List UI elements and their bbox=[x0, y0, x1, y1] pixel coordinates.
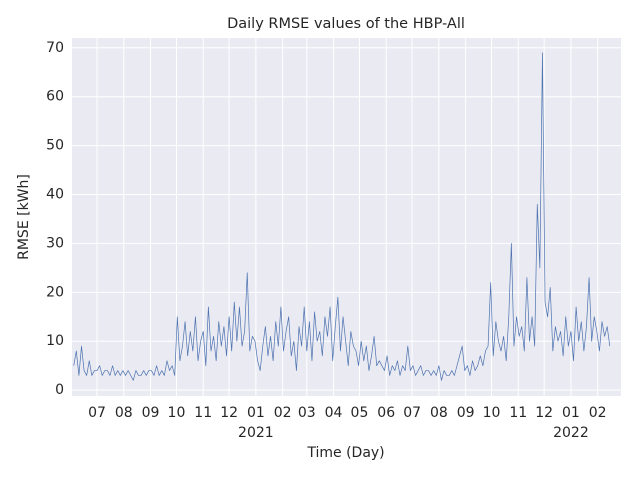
x-year-label: 2021 bbox=[238, 425, 274, 441]
x-tick-label: 08 bbox=[430, 405, 448, 421]
y-axis-label: RMSE [kWh] bbox=[16, 174, 32, 260]
x-tick-label: 12 bbox=[535, 405, 553, 421]
x-tick-label: 01 bbox=[247, 405, 265, 421]
x-tick-label: 11 bbox=[509, 405, 527, 421]
x-tick-label: 01 bbox=[562, 405, 580, 421]
y-tick-label: 20 bbox=[46, 284, 64, 300]
x-tick-label: 12 bbox=[220, 405, 238, 421]
y-tick-label: 10 bbox=[46, 333, 64, 349]
x-tick-label: 10 bbox=[483, 405, 501, 421]
y-tick-label: 40 bbox=[46, 187, 64, 203]
x-year-label: 2022 bbox=[553, 425, 589, 441]
x-tick-label: 11 bbox=[194, 405, 212, 421]
x-tick-label: 03 bbox=[298, 405, 316, 421]
plot-background bbox=[72, 38, 621, 396]
x-tick-label: 05 bbox=[351, 405, 369, 421]
x-tick-label: 07 bbox=[403, 405, 421, 421]
x-tick-label: 02 bbox=[274, 405, 292, 421]
x-tick-label: 08 bbox=[115, 405, 133, 421]
x-tick-label: 06 bbox=[377, 405, 395, 421]
y-tick-label: 30 bbox=[46, 235, 64, 251]
data-line bbox=[73, 52, 611, 381]
x-tick-label: 04 bbox=[325, 405, 343, 421]
y-tick-label: 60 bbox=[46, 89, 64, 105]
x-axis-label: Time (Day) bbox=[306, 445, 384, 461]
x-tick-label: 10 bbox=[168, 405, 186, 421]
y-tick-label: 50 bbox=[46, 138, 64, 154]
x-tick-label: 07 bbox=[88, 405, 106, 421]
chart-title: Daily RMSE values of the HBP-All bbox=[227, 16, 465, 32]
x-tick-label: 02 bbox=[589, 405, 607, 421]
x-tick-label: 09 bbox=[457, 405, 475, 421]
y-tick-label: 0 bbox=[55, 382, 64, 398]
x-tick-label: 09 bbox=[142, 405, 160, 421]
y-tick-label: 70 bbox=[46, 40, 64, 56]
